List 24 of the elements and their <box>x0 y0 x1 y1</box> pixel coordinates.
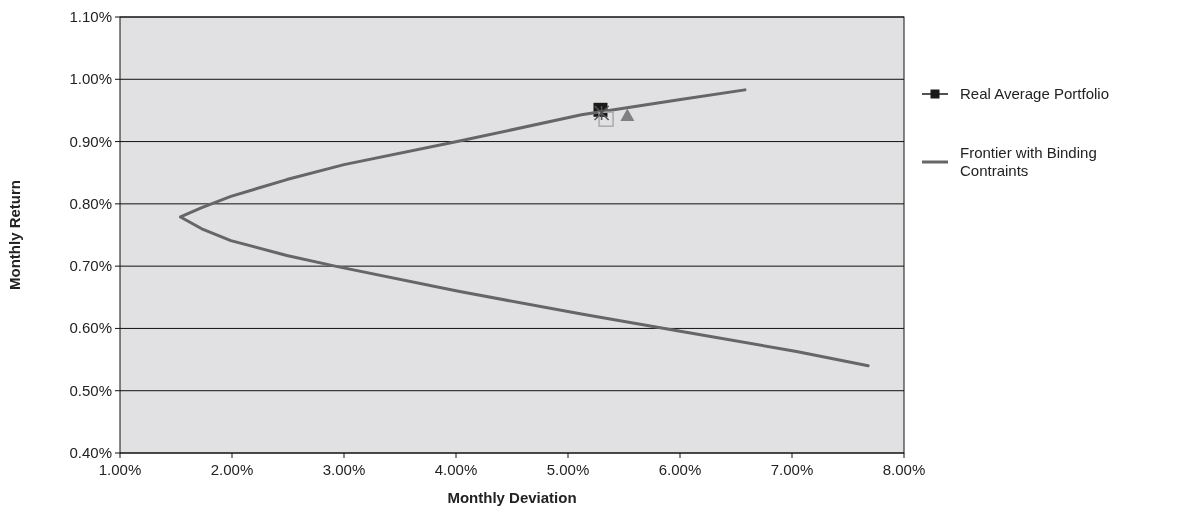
y-tick-label: 0.70% <box>69 257 112 275</box>
x-tick-label: 8.00% <box>882 461 926 478</box>
point <box>598 111 614 127</box>
legend-label: Real Average Portfolio <box>960 85 1109 102</box>
x-tick-label: 1.00% <box>98 461 142 478</box>
x-tick-label: 6.00% <box>658 461 702 478</box>
point <box>620 108 635 122</box>
y-tick-label: 0.90% <box>69 132 112 150</box>
x-tick-label: 7.00% <box>770 461 814 478</box>
x-tick-label: 2.00% <box>210 461 254 478</box>
y-tick-label: 0.50% <box>69 381 112 399</box>
line-series <box>178 88 870 368</box>
x-tick-label: 3.00% <box>322 461 366 478</box>
y-tick-label: 0.80% <box>69 194 112 212</box>
x-tick-label: 5.00% <box>546 461 590 478</box>
x-tick-label: 4.00% <box>434 461 478 478</box>
y-tick-label: 1.10% <box>69 8 112 25</box>
point <box>593 105 610 121</box>
x-axis-title: Monthly Deviation <box>447 489 577 506</box>
y-tick-label: 0.60% <box>69 319 112 337</box>
y-tick-label: 1.00% <box>69 70 112 88</box>
y-tick-label: 0.40% <box>69 444 112 461</box>
legend-label: Frontier with Binding Contraints <box>960 144 1097 179</box>
y-axis-title: Monthly Return <box>6 180 23 290</box>
